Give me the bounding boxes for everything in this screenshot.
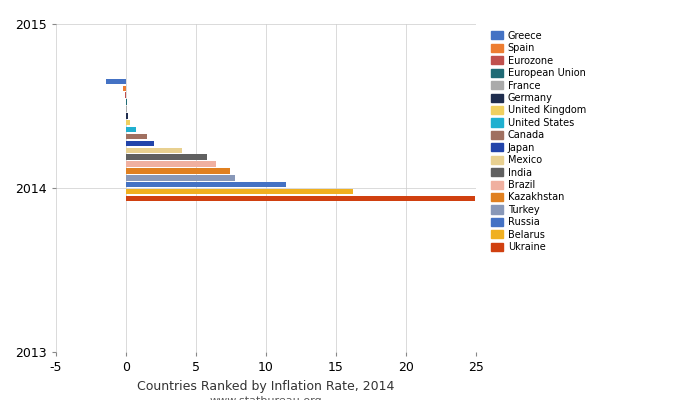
Bar xyxy=(106,79,126,84)
Bar xyxy=(126,154,207,160)
Bar xyxy=(126,120,130,126)
Legend: Greece, Spain, Eurozone, European Union, France, Germany, United Kingdom, United: Greece, Spain, Eurozone, European Union,… xyxy=(489,29,588,254)
Bar xyxy=(126,99,127,105)
Bar xyxy=(125,92,126,98)
Bar xyxy=(126,168,230,174)
Bar xyxy=(126,141,154,146)
Text: www.statbureau.org: www.statbureau.org xyxy=(210,396,322,400)
Bar xyxy=(126,148,182,153)
Bar xyxy=(126,182,286,188)
Text: Countries Ranked by Inflation Rate, 2014: Countries Ranked by Inflation Rate, 2014 xyxy=(137,380,395,393)
Bar xyxy=(126,161,216,167)
Bar xyxy=(126,175,235,180)
Bar xyxy=(126,113,128,118)
Bar xyxy=(126,106,127,112)
Bar xyxy=(123,86,126,91)
Bar xyxy=(126,127,136,132)
Bar xyxy=(126,134,147,139)
Bar xyxy=(126,189,353,194)
Bar xyxy=(126,196,475,201)
